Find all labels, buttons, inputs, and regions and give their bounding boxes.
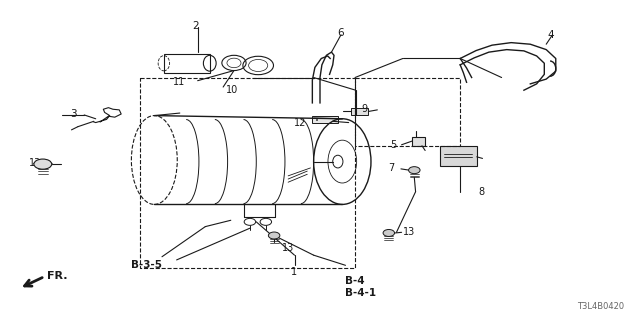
- Bar: [351, 108, 369, 115]
- Text: 5: 5: [390, 140, 396, 150]
- Text: 10: 10: [226, 84, 238, 95]
- Ellipse shape: [34, 159, 52, 169]
- Text: 7: 7: [388, 163, 394, 173]
- Text: 12: 12: [294, 118, 306, 128]
- Text: 13: 13: [282, 243, 294, 253]
- Ellipse shape: [408, 167, 420, 174]
- Bar: [164, 54, 210, 73]
- Bar: [412, 137, 425, 146]
- Text: B-4: B-4: [346, 276, 365, 286]
- Text: T3L4B0420: T3L4B0420: [577, 302, 625, 311]
- Text: 1: 1: [291, 267, 298, 277]
- Text: 9: 9: [362, 104, 367, 114]
- Text: B-4-1: B-4-1: [346, 288, 376, 298]
- Text: 13: 13: [29, 158, 41, 168]
- Text: 4: 4: [547, 30, 554, 40]
- Ellipse shape: [260, 218, 271, 225]
- Bar: [312, 116, 338, 123]
- Bar: [440, 146, 477, 166]
- Ellipse shape: [244, 218, 255, 225]
- Text: 6: 6: [338, 28, 344, 38]
- Ellipse shape: [383, 229, 394, 236]
- Text: 11: 11: [173, 77, 185, 87]
- Text: 13: 13: [403, 227, 415, 237]
- Text: FR.: FR.: [47, 271, 68, 281]
- Text: 8: 8: [478, 187, 484, 197]
- Text: 3: 3: [70, 109, 77, 119]
- Ellipse shape: [268, 232, 280, 239]
- Text: B-3-5: B-3-5: [131, 260, 162, 270]
- Text: 2: 2: [193, 21, 199, 31]
